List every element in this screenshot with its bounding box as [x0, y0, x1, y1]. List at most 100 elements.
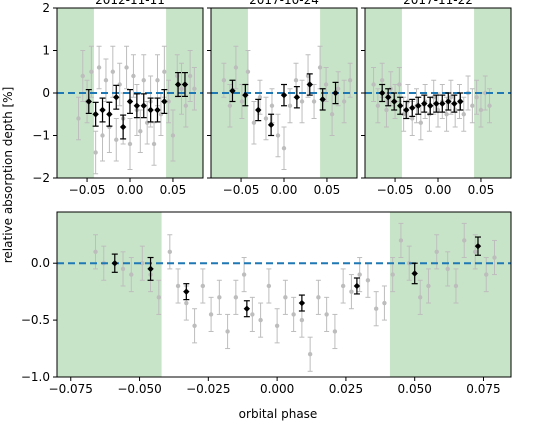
raw-point	[462, 238, 467, 243]
binned-point	[433, 100, 440, 107]
binned-point	[147, 106, 154, 114]
binned-point	[229, 87, 236, 95]
raw-point	[275, 133, 281, 138]
panel-frame	[56, 211, 512, 378]
raw-point	[129, 272, 134, 277]
raw-point	[76, 116, 81, 121]
panel-title: 2012-11-11	[95, 0, 165, 7]
binned-point	[451, 100, 458, 107]
raw-point	[431, 95, 436, 100]
raw-point	[335, 86, 341, 91]
binned-point	[92, 111, 99, 118]
raw-point	[474, 95, 479, 100]
raw-point	[478, 107, 484, 113]
raw-point	[283, 295, 288, 300]
raw-point	[245, 69, 251, 74]
raw-point	[241, 272, 247, 277]
raw-point	[162, 69, 167, 74]
binned-point	[427, 102, 434, 109]
raw-point	[287, 103, 293, 108]
panel-plot-area	[57, 212, 511, 377]
x-tick-label: 0.05	[314, 183, 341, 197]
x-tick-label: −0.075	[49, 382, 93, 396]
raw-point	[170, 133, 176, 138]
raw-point	[470, 103, 475, 108]
panel-3	[361, 7, 512, 182]
binned-point	[445, 98, 452, 105]
binned-point	[161, 98, 168, 105]
raw-point	[329, 112, 335, 117]
binned-point	[457, 98, 464, 105]
raw-point	[158, 112, 164, 117]
binned-point	[415, 102, 422, 109]
raw-point	[117, 82, 122, 87]
y-axis-label: relative absorption depth [%]	[1, 87, 15, 264]
raw-point	[293, 78, 299, 83]
raw-point	[390, 272, 395, 277]
raw-point	[340, 283, 346, 289]
x-tick-label: −0.05	[223, 183, 260, 197]
raw-point	[257, 95, 263, 100]
raw-point	[103, 78, 109, 83]
x-axis-label: orbital phase	[239, 407, 318, 421]
x-tick-label: 0.000	[260, 382, 294, 396]
binned-point	[133, 102, 141, 109]
raw-point	[373, 306, 379, 311]
x-tick-label: −0.025	[186, 382, 230, 396]
binned-point	[293, 94, 301, 101]
x-tick-label: −0.05	[377, 183, 414, 197]
x-tick-label: 0.050	[398, 382, 432, 396]
raw-point	[155, 78, 160, 83]
raw-point	[434, 249, 439, 255]
raw-point	[179, 86, 184, 91]
binned-point	[183, 288, 190, 295]
raw-point	[401, 112, 406, 117]
panel-plot-area	[57, 8, 203, 178]
panel-1	[53, 7, 204, 182]
raw-point	[398, 238, 404, 243]
binned-point	[421, 100, 428, 107]
binned-point	[106, 111, 113, 118]
raw-point	[357, 272, 362, 277]
raw-point	[323, 82, 329, 87]
binned-point	[113, 94, 120, 101]
binned-point	[111, 260, 118, 267]
raw-point	[93, 150, 98, 155]
raw-point	[382, 300, 387, 306]
raw-point	[266, 283, 272, 289]
binned-point	[119, 123, 127, 131]
binned-point	[126, 98, 134, 105]
raw-point	[269, 103, 275, 108]
raw-point	[217, 295, 222, 300]
x-tick-label: 0.00	[117, 183, 144, 197]
raw-point	[384, 107, 389, 113]
raw-point	[233, 295, 239, 300]
binned-point	[411, 270, 418, 277]
x-tick-label: 0.00	[425, 183, 452, 197]
raw-point	[233, 65, 239, 70]
raw-point	[131, 73, 136, 79]
panel-4	[53, 211, 512, 381]
raw-point	[208, 312, 214, 317]
raw-point	[341, 99, 347, 104]
binned-point	[255, 106, 262, 114]
binned-point	[154, 106, 161, 114]
raw-point	[291, 312, 296, 317]
raw-point	[127, 141, 133, 147]
x-tick-label: 0.05	[160, 183, 187, 197]
y-tick-label: −0.5	[21, 313, 50, 327]
raw-point	[175, 73, 180, 79]
raw-point	[461, 112, 466, 117]
raw-point	[375, 103, 381, 108]
raw-point	[183, 103, 189, 108]
raw-point	[483, 90, 488, 96]
raw-point	[167, 249, 173, 255]
raw-point	[379, 78, 385, 83]
binned-point	[403, 106, 410, 114]
panel-plot-area	[211, 8, 357, 178]
raw-point	[492, 255, 497, 260]
binned-point	[174, 81, 182, 88]
raw-point	[251, 120, 257, 125]
raw-point	[317, 65, 323, 70]
